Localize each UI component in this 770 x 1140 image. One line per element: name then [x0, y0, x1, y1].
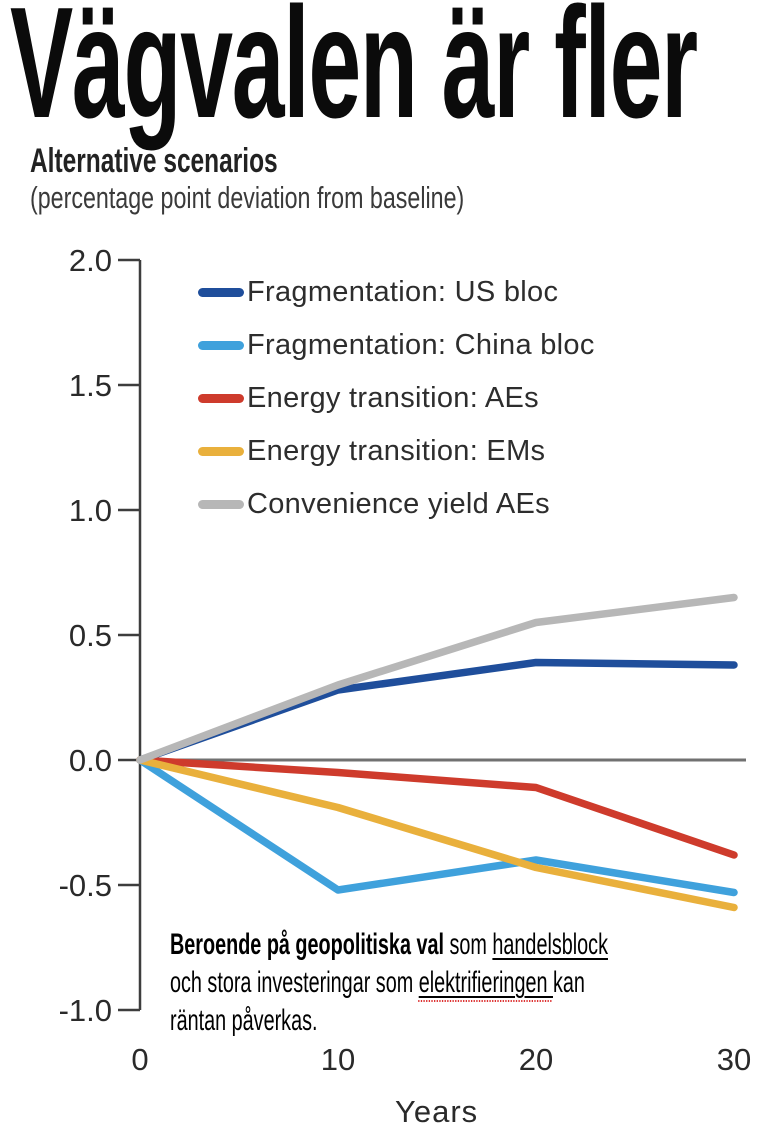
series-line-energy-transition-ems — [136, 756, 738, 912]
x-tick-label: 10 — [320, 1042, 356, 1077]
legend-label: Fragmentation: China bloc — [247, 329, 595, 361]
legend-item: Fragmentation: US bloc — [198, 266, 595, 319]
annotation-segment: handelsblock — [492, 928, 608, 961]
legend-swatch — [198, 341, 244, 350]
legend-swatch — [198, 288, 244, 297]
chart-subtitle: (percentage point deviation from baselin… — [30, 180, 465, 215]
annotation-segment: kan räntan påverkas. — [170, 966, 585, 1037]
x-axis-title: Years — [395, 1094, 479, 1129]
legend-label: Energy transition: EMs — [247, 435, 546, 467]
legend-item: Energy transition: EMs — [198, 425, 595, 478]
series-line-convenience-yield-aes — [136, 593, 738, 764]
y-tick-label: 2.0 — [68, 243, 112, 278]
y-tick-label: 1.5 — [68, 368, 112, 403]
legend-item: Fragmentation: China bloc — [198, 319, 595, 372]
legend-item: Convenience yield AEs — [198, 478, 595, 531]
page-title: Vägvalen är fler — [10, 0, 698, 151]
x-tick-label: 20 — [518, 1042, 554, 1077]
annotation-segment: som — [443, 928, 493, 961]
legend-swatch — [198, 394, 244, 403]
annotation-segment: Beroende på geopolitiska val — [170, 928, 444, 961]
annotation-underlined-word: elektrifieringen — [418, 966, 553, 999]
y-tick-label: -1.0 — [58, 993, 112, 1028]
chart-legend: Fragmentation: US bloc Fragmentation: Chi… — [198, 266, 595, 531]
legend-label: Convenience yield AEs — [247, 488, 550, 520]
chart-title: Alternative scenarios — [30, 142, 278, 180]
y-tick-label: 1.0 — [68, 493, 112, 528]
annotation-text: Beroende på geopolitiska val som handels… — [170, 926, 645, 1040]
legend-label: Energy transition: AEs — [247, 382, 539, 414]
annotation-segment: och stora investeringar som — [170, 966, 419, 999]
series-line-fragmentation-china-bloc — [136, 756, 738, 897]
annotation-segment: elektrifieringen — [419, 966, 553, 999]
legend-item: Energy transition: AEs — [198, 372, 595, 425]
y-tick-label: 0.5 — [68, 618, 112, 653]
series-line-energy-transition-aes — [136, 756, 738, 859]
legend-swatch — [198, 447, 244, 456]
legend-swatch — [198, 500, 244, 509]
y-tick-label: -0.5 — [58, 868, 112, 903]
y-tick-label: 0.0 — [68, 743, 112, 778]
x-tick-label: 30 — [716, 1042, 752, 1077]
legend-label: Fragmentation: US bloc — [247, 276, 559, 308]
x-tick-label: 0 — [131, 1042, 149, 1077]
series-line-fragmentation-us-bloc — [136, 658, 738, 764]
